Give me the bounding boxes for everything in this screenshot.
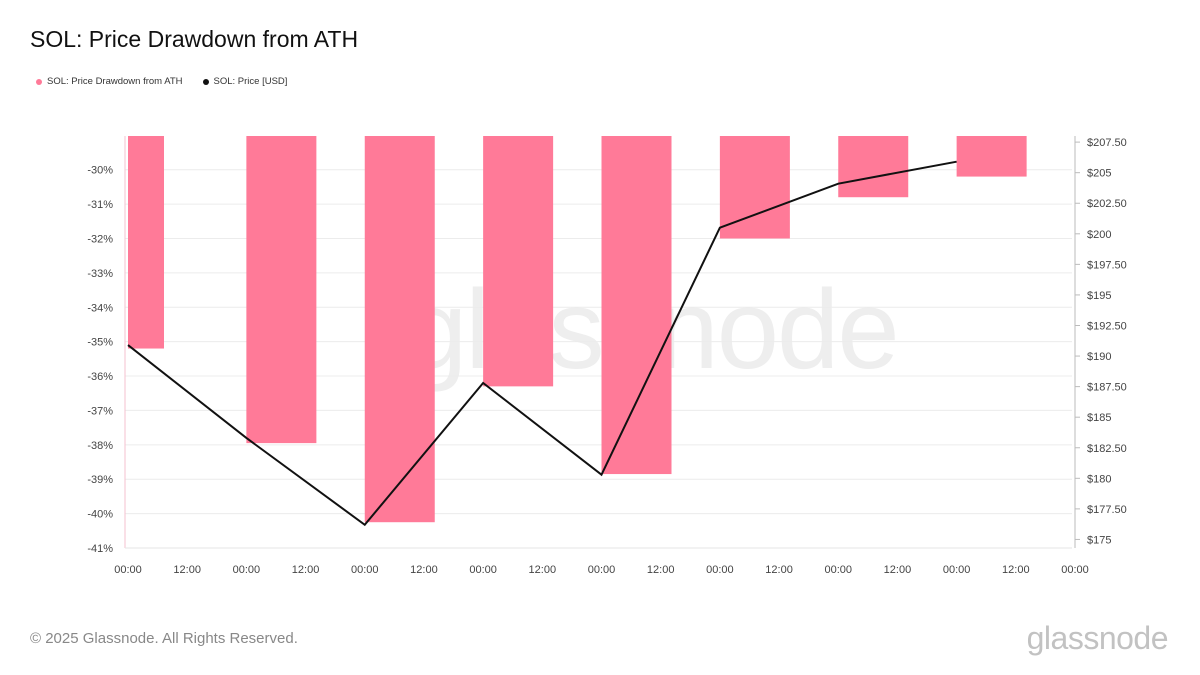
- y-left-tick-label: -38%: [87, 440, 113, 452]
- y-right-tick-label: $207.50: [1087, 137, 1127, 149]
- x-tick-label: 00:00: [943, 564, 971, 576]
- y-left-tick-label: -41%: [87, 543, 113, 555]
- x-tick-label: 12:00: [410, 564, 438, 576]
- drawdown-bar: [601, 136, 672, 475]
- drawdown-bar: [246, 136, 317, 444]
- drawdown-bar: [483, 136, 554, 387]
- drawdown-bar: [838, 136, 909, 198]
- y-left-tick-label: -30%: [87, 165, 113, 177]
- y-right-tick-label: $190: [1087, 351, 1111, 363]
- footer-logo: glassnode: [1026, 620, 1169, 656]
- y-right-tick-label: $195: [1087, 290, 1111, 302]
- y-left-tick-label: -39%: [87, 474, 113, 486]
- y-left-tick-label: -37%: [87, 405, 113, 417]
- y-right-tick-label: $182.50: [1087, 443, 1127, 455]
- legend-item-price[interactable]: SOL: Price [USD]: [202, 76, 288, 87]
- legend-label-drawdown: SOL: Price Drawdown from ATH: [47, 76, 183, 87]
- chart-title: SOL: Price Drawdown from ATH: [30, 26, 359, 52]
- x-tick-label: 00:00: [706, 564, 734, 576]
- x-tick-label: 00:00: [469, 564, 497, 576]
- drawdown-bar: [364, 136, 435, 523]
- legend-label-price: SOL: Price [USD]: [213, 76, 288, 87]
- drawdown-bar: [128, 136, 164, 349]
- y-right-tick-label: $197.50: [1087, 259, 1127, 271]
- y-left-tick-label: -31%: [87, 199, 113, 211]
- y-right-tick-label: $205: [1087, 168, 1111, 180]
- chart-legend: SOL: Price Drawdown from ATH SOL: Price …: [36, 76, 287, 87]
- y-right-tick-label: $185: [1087, 412, 1111, 424]
- drawdown-bar: [719, 136, 790, 239]
- x-tick-label: 00:00: [233, 564, 261, 576]
- drawdown-bar: [956, 136, 1027, 177]
- x-tick-label: 12:00: [647, 564, 675, 576]
- legend-swatch-drawdown: [36, 78, 42, 85]
- footer-copyright: © 2025 Glassnode. All Rights Reserved.: [30, 630, 298, 647]
- y-right-tick-label: $180: [1087, 473, 1111, 485]
- x-tick-label: 00:00: [588, 564, 616, 576]
- y-left-tick-label: -40%: [87, 509, 113, 521]
- x-tick-label: 12:00: [529, 564, 557, 576]
- x-tick-label: 12:00: [173, 564, 201, 576]
- y-right-tick-label: $200: [1087, 229, 1111, 241]
- x-tick-label: 12:00: [1002, 564, 1030, 576]
- x-tick-label: 12:00: [765, 564, 793, 576]
- x-tick-label: 00:00: [1061, 564, 1089, 576]
- y-right-tick-label: $175: [1087, 534, 1111, 546]
- price-line: [127, 160, 957, 527]
- x-tick-label: 00:00: [824, 564, 852, 576]
- y-right-tick-label: $192.50: [1087, 320, 1127, 332]
- legend-item-drawdown[interactable]: SOL: Price Drawdown from ATH: [36, 76, 183, 87]
- x-tick-label: 00:00: [351, 564, 379, 576]
- y-right-tick-label: $202.50: [1087, 198, 1127, 210]
- x-tick-label: 12:00: [292, 564, 320, 576]
- x-tick-label: 12:00: [884, 564, 912, 576]
- legend-swatch-price: [202, 78, 209, 85]
- y-left-tick-label: -33%: [87, 268, 113, 280]
- y-right-tick-label: $187.50: [1087, 382, 1127, 394]
- y-left-tick-label: -35%: [87, 337, 113, 349]
- y-right-tick-label: $177.50: [1087, 504, 1127, 516]
- y-left-tick-label: -36%: [87, 371, 113, 383]
- x-tick-label: 00:00: [114, 564, 142, 576]
- y-left-tick-label: -32%: [87, 233, 113, 245]
- y-left-tick-label: -34%: [87, 302, 113, 314]
